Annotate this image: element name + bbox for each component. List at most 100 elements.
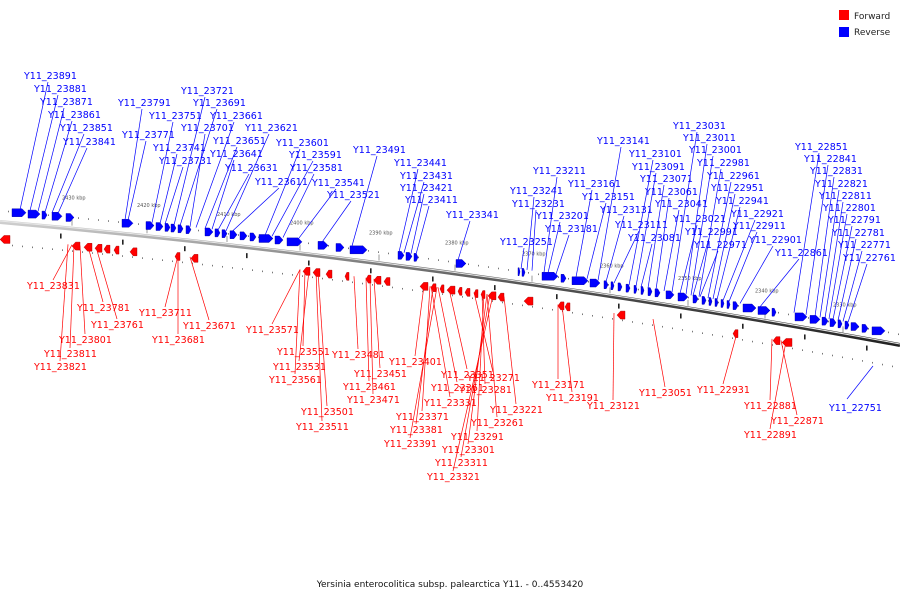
reverse-gene-arrow-34[interactable]: [603, 280, 609, 289]
reverse-gene-arrow-29[interactable]: [521, 268, 526, 277]
reverse-gene-arrow-62[interactable]: [871, 326, 886, 336]
reverse-gene-arrow-18[interactable]: [258, 234, 274, 243]
forward-gene-arrow-12[interactable]: [344, 272, 350, 281]
reverse-gene-arrow-0[interactable]: [11, 208, 27, 217]
reverse-gene-arrow-52[interactable]: [757, 306, 771, 315]
reverse-gene-arrow-6[interactable]: [145, 221, 155, 230]
reverse-gene-arrow-45[interactable]: [701, 296, 707, 305]
reverse-gene-arrow-57[interactable]: [829, 318, 837, 327]
reverse-gene-arrow-4[interactable]: [65, 213, 75, 222]
reverse-gene-arrow-38[interactable]: [633, 285, 638, 294]
reverse-gene-arrow-33[interactable]: [589, 278, 601, 288]
reverse-gene-arrow-16[interactable]: [239, 231, 248, 241]
forward-gene-arrow-19[interactable]: [446, 285, 456, 295]
reverse-gene-arrow-8[interactable]: [164, 223, 171, 232]
reverse-gene-arrow-27[interactable]: [455, 259, 467, 268]
leader-line-y11_23641: [211, 159, 235, 230]
reverse-gene-arrow-32[interactable]: [571, 276, 589, 285]
forward-gene-arrow-15[interactable]: [383, 277, 391, 286]
reverse-gene-arrow-58[interactable]: [837, 319, 843, 329]
reverse-gene-arrow-47[interactable]: [714, 298, 719, 307]
reverse-gene-arrow-37[interactable]: [625, 283, 631, 293]
reverse-gene-arrow-40[interactable]: [647, 287, 653, 296]
reverse-gene-arrow-42[interactable]: [665, 290, 675, 300]
reverse-gene-arrow-59[interactable]: [844, 320, 850, 330]
forward-gene-arrow-17[interactable]: [430, 283, 437, 292]
reverse-gene-arrow-48[interactable]: [720, 299, 725, 308]
reverse-gene-arrow-60[interactable]: [850, 322, 860, 331]
reverse-gene-arrow-23[interactable]: [349, 245, 368, 255]
reverse-gene-arrow-51[interactable]: [742, 303, 757, 313]
forward-gene-arrow-24[interactable]: [487, 291, 497, 301]
reverse-gene-arrow-21[interactable]: [317, 241, 329, 250]
forward-gene-arrow-20[interactable]: [457, 287, 463, 296]
reverse-gene-arrow-35[interactable]: [610, 281, 615, 290]
reverse-gene-arrow-15[interactable]: [229, 230, 238, 239]
leader-line-y11_23751: [151, 121, 174, 223]
leader-line-y11_23791: [124, 108, 143, 221]
reverse-gene-arrow-17[interactable]: [249, 232, 257, 242]
forward-gene-arrow-25[interactable]: [497, 292, 505, 302]
gene-label-y11_22881: Y11_22881: [743, 401, 797, 412]
forward-gene-arrow-8[interactable]: [190, 254, 199, 263]
reverse-gene-arrow-19[interactable]: [274, 235, 284, 245]
reverse-gene-arrow-26[interactable]: [413, 253, 419, 262]
gene-label-y11_23321: Y11_23321: [426, 472, 480, 483]
forward-gene-arrow-5[interactable]: [113, 245, 120, 255]
reverse-gene-arrow-9[interactable]: [170, 223, 177, 233]
reverse-gene-arrow-54[interactable]: [794, 312, 808, 322]
reverse-gene-arrow-2[interactable]: [41, 210, 48, 220]
forward-gene-arrow-6[interactable]: [129, 247, 138, 257]
leader-line-y11_23511: [315, 271, 323, 422]
reverse-gene-arrow-12[interactable]: [204, 227, 214, 237]
reverse-gene-arrow-10[interactable]: [177, 224, 184, 234]
forward-gene-arrow-21[interactable]: [464, 288, 471, 297]
forward-gene-arrow-1[interactable]: [71, 241, 81, 251]
reverse-gene-arrow-31[interactable]: [560, 274, 567, 283]
forward-gene-arrow-18[interactable]: [439, 284, 445, 294]
reverse-gene-arrow-1[interactable]: [27, 209, 41, 219]
forward-gene-arrow-27[interactable]: [557, 301, 565, 311]
forward-gene-arrow-28[interactable]: [564, 302, 571, 312]
reverse-gene-arrow-61[interactable]: [861, 324, 869, 333]
reverse-strand-dot: [738, 305, 739, 307]
forward-gene-arrow-14[interactable]: [373, 276, 382, 285]
leader-line-y11_23221: [503, 296, 517, 405]
reverse-strand-dot: [488, 266, 489, 268]
reverse-gene-arrow-43[interactable]: [677, 292, 689, 302]
forward-strand-dot: [452, 294, 453, 297]
reverse-gene-arrow-44[interactable]: [692, 294, 699, 304]
forward-gene-arrow-0[interactable]: [0, 235, 11, 244]
reverse-gene-arrow-56[interactable]: [821, 316, 829, 326]
reverse-gene-arrow-50[interactable]: [732, 301, 739, 310]
forward-gene-arrow-29[interactable]: [616, 310, 626, 320]
reverse-gene-arrow-5[interactable]: [121, 219, 134, 228]
forward-gene-arrow-4[interactable]: [103, 244, 111, 254]
reverse-gene-arrow-41[interactable]: [654, 288, 661, 298]
forward-gene-arrow-31[interactable]: [772, 336, 781, 345]
reverse-gene-arrow-55[interactable]: [809, 315, 821, 324]
forward-gene-arrow-32[interactable]: [781, 338, 793, 347]
reverse-gene-arrow-22[interactable]: [335, 243, 345, 252]
reverse-gene-arrow-25[interactable]: [405, 252, 413, 261]
reverse-gene-arrow-7[interactable]: [155, 222, 164, 231]
reverse-gene-arrow-24[interactable]: [397, 251, 405, 260]
reverse-gene-arrow-3[interactable]: [51, 212, 63, 221]
reverse-gene-arrow-53[interactable]: [771, 308, 777, 317]
forward-gene-arrow-26[interactable]: [523, 296, 534, 306]
reverse-gene-arrow-30[interactable]: [541, 272, 559, 281]
forward-gene-arrow-23[interactable]: [480, 290, 486, 299]
reverse-gene-arrow-13[interactable]: [214, 228, 221, 238]
forward-gene-arrow-30[interactable]: [732, 329, 739, 338]
reverse-gene-arrow-20[interactable]: [286, 237, 303, 247]
reverse-gene-arrow-36[interactable]: [617, 282, 623, 292]
reverse-gene-arrow-11[interactable]: [185, 225, 192, 234]
reverse-gene-arrow-14[interactable]: [221, 229, 228, 238]
reverse-gene-arrow-49[interactable]: [726, 300, 731, 309]
reverse-gene-arrow-28[interactable]: [517, 267, 521, 276]
reverse-gene-arrow-46[interactable]: [708, 297, 713, 306]
genome-axis: [0, 220, 900, 347]
forward-gene-arrow-11[interactable]: [325, 269, 333, 279]
reverse-gene-arrow-39[interactable]: [640, 286, 645, 295]
gene-label-y11_23331: Y11_23331: [423, 398, 477, 409]
